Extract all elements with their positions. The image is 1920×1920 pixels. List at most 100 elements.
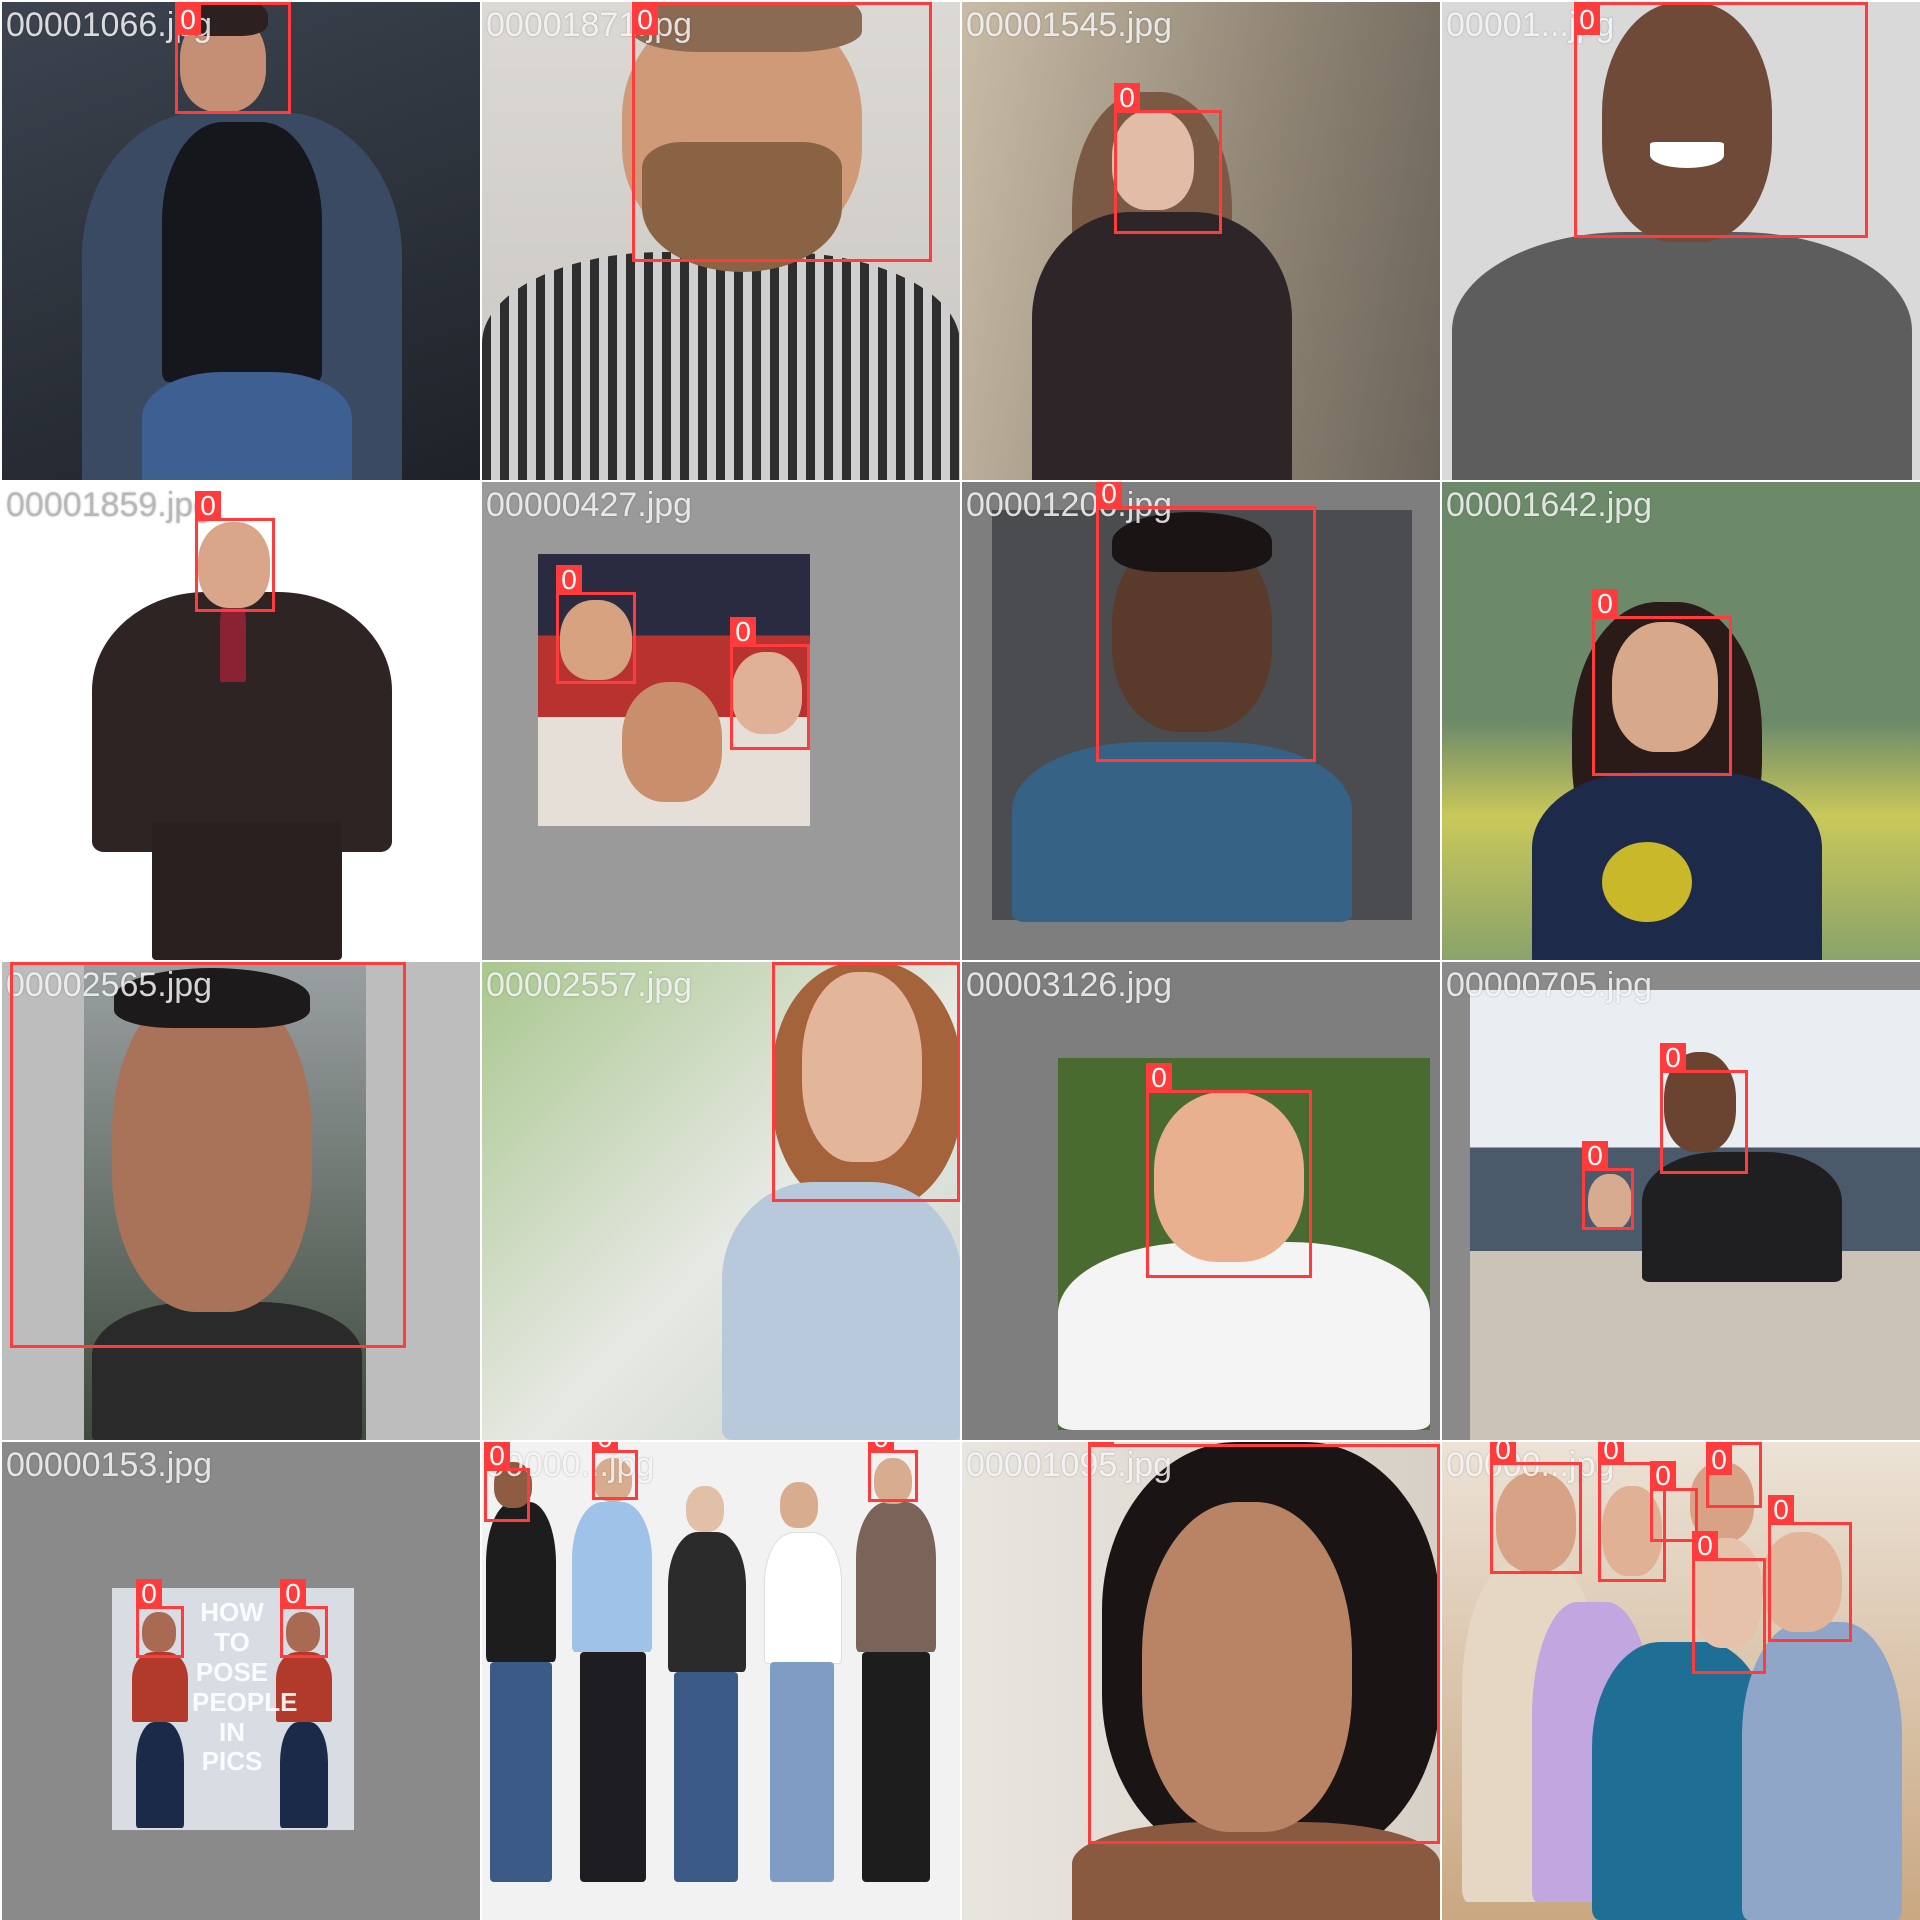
person-face — [622, 682, 722, 802]
class-label: 0 — [730, 617, 756, 647]
person-shirt — [162, 122, 322, 382]
person-face — [1690, 1462, 1754, 1542]
detection-box: 0 — [195, 491, 275, 612]
tile-4: 00001...jpg 0 — [1442, 2, 1920, 480]
person-jeans — [280, 1722, 328, 1828]
filename-label: 00000...jpg — [1446, 1446, 1615, 1484]
class-label: 0 — [1598, 1442, 1624, 1465]
detection-box: 0 — [1692, 1531, 1766, 1674]
detection-box: 0 — [1768, 1495, 1852, 1642]
person-face — [112, 982, 312, 1312]
person-face — [1142, 1502, 1352, 1832]
tile-6: 00000427.jpg 0 0 — [482, 482, 960, 960]
filename-label: 00000...jpg — [486, 1446, 655, 1484]
class-label: 0 — [195, 491, 221, 521]
detection-box: 0 — [1592, 589, 1732, 776]
person-jeans — [674, 1672, 738, 1882]
person-face — [780, 1482, 818, 1528]
filename-label: 00001095.jpg — [966, 1446, 1173, 1484]
detection-box: 0 — [484, 1442, 530, 1522]
person-face — [1154, 1092, 1304, 1262]
filename-label: 00002557.jpg — [486, 966, 693, 1004]
class-label: 0 — [484, 1442, 510, 1471]
filename-label: 00003126.jpg — [966, 966, 1173, 1004]
detection-box: 0 — [556, 565, 636, 684]
person-body — [668, 1532, 746, 1672]
person-face — [1496, 1472, 1576, 1572]
tile-7: 00001206.jpg 0 — [962, 482, 1440, 960]
filename-label: 00000427.jpg — [486, 486, 693, 524]
tile-9: 00002565.jpg 0 — [2, 962, 480, 1440]
person-face — [686, 1486, 724, 1532]
detection-box: 0 — [1574, 2, 1868, 238]
person-face — [286, 1612, 320, 1652]
person-face — [560, 600, 632, 680]
person-jeans — [142, 372, 352, 480]
person — [482, 1442, 960, 1920]
flowers — [1602, 842, 1692, 922]
tile-8: 00001642.jpg 0 — [1442, 482, 1920, 960]
class-label: 0 — [10, 962, 36, 965]
class-label: 0 — [1574, 5, 1600, 35]
detection-box: 0 — [730, 617, 810, 750]
class-label: 0 — [632, 5, 658, 35]
class-label: 0 — [1592, 589, 1618, 619]
detection-box: 0 — [772, 962, 960, 1202]
person-body — [1742, 1622, 1902, 1920]
person-hair — [114, 968, 310, 1028]
detection-box: 0 — [1660, 1043, 1748, 1174]
person-face — [1762, 1532, 1842, 1632]
person-face — [198, 522, 270, 608]
class-label: 0 — [772, 962, 798, 965]
detection-box: 0 — [1650, 1461, 1698, 1542]
person-face — [802, 972, 922, 1162]
class-label: 0 — [1692, 1531, 1718, 1561]
tile-11: 00003126.jpg 0 — [962, 962, 1440, 1440]
class-label: 0 — [1650, 1461, 1676, 1491]
person-jeans — [490, 1662, 552, 1882]
person-legs — [152, 822, 342, 960]
tile-5: 00001859.jpg 0 — [2, 482, 480, 960]
class-label: 0 — [175, 5, 201, 35]
person-face — [874, 1458, 912, 1504]
person-jeans — [136, 1722, 184, 1828]
class-label: 0 — [1768, 1495, 1794, 1525]
class-label: 0 — [136, 1579, 162, 1609]
person-face — [594, 1458, 632, 1502]
person-beard — [642, 142, 842, 272]
person-hair — [1112, 512, 1272, 572]
poster-text: HOW TO POSE PEOPLE IN PICS — [192, 1597, 298, 1777]
person-dress — [1032, 212, 1292, 480]
person-shirt — [1058, 1242, 1430, 1430]
person-smile — [1650, 142, 1724, 168]
person-body — [486, 1502, 556, 1662]
person-shirt — [482, 252, 960, 480]
class-label: 0 — [280, 1579, 306, 1609]
person-jeans — [580, 1652, 646, 1882]
detection-box: 0 — [1096, 482, 1316, 762]
detection-box: 0 — [1598, 1442, 1666, 1582]
person-face — [142, 1612, 176, 1652]
filename-label: 00000153.jpg — [6, 1446, 213, 1484]
person-body — [572, 1502, 652, 1652]
person-face — [1112, 110, 1194, 210]
filename-label: 00001206.jpg — [966, 486, 1173, 524]
detection-box: 0 — [868, 1442, 918, 1502]
person-jeans — [770, 1662, 834, 1882]
class-label: 0 — [556, 565, 582, 595]
detection-box: 0 — [1490, 1442, 1582, 1574]
detection-box: 0 — [1088, 1442, 1440, 1844]
person-face — [732, 652, 802, 734]
person-shoulders — [1072, 1822, 1440, 1920]
person-shirt — [1012, 742, 1352, 922]
class-label: 0 — [1096, 482, 1122, 509]
tile-10: 00002557.jpg 0 — [482, 962, 960, 1440]
class-label: 0 — [1088, 1442, 1114, 1447]
tile-1: 00001066.jpg 0 — [2, 2, 480, 480]
class-label: 0 — [1146, 1063, 1172, 1093]
tile-2: 00001871.jpg 0 — [482, 2, 960, 480]
class-label: 0 — [592, 1442, 618, 1453]
filename-label: 00001859.jpg — [6, 486, 213, 524]
person-hair — [632, 2, 862, 52]
filename-label: 00001642.jpg — [1446, 486, 1653, 524]
